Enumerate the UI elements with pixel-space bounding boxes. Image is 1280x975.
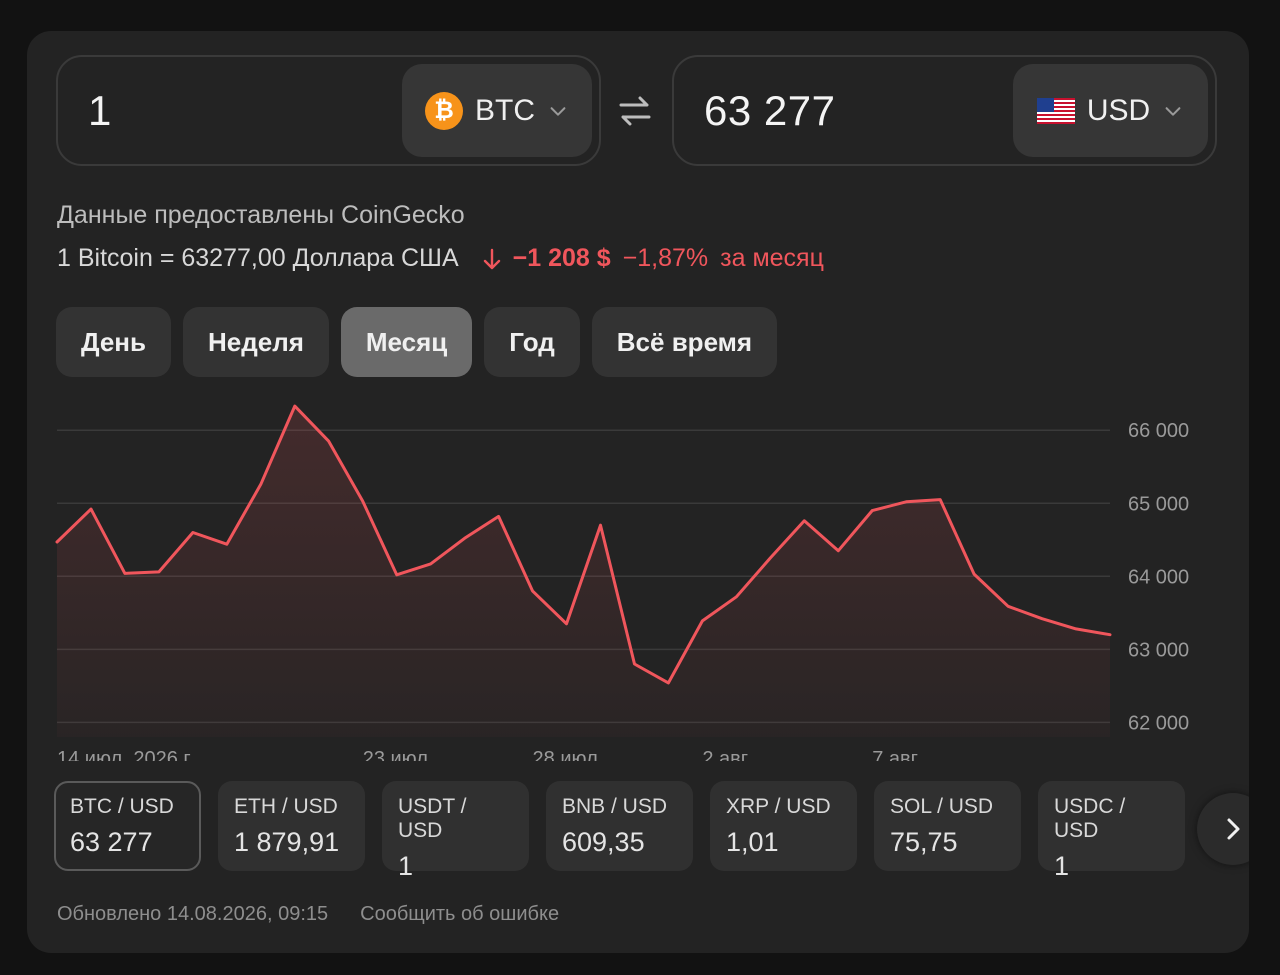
to-currency-label: USD [1086,93,1151,127]
tab-year[interactable]: Год [484,307,580,377]
currency-converter-card: 1 ₿ BTC 63 277 USD [27,31,1249,953]
rate-change-period: за месяц [720,244,824,272]
chart-area [57,406,1110,737]
y-tick-label: 64 000 [1128,566,1189,588]
x-tick-label: 7 авг. [872,748,921,761]
y-tick-label: 62 000 [1128,712,1189,734]
pair-value: 63 277 [70,827,153,857]
chevron-right-icon [1227,818,1240,840]
from-amount-input[interactable]: 1 [88,87,112,134]
pair-name: BTC / USD [70,795,174,818]
pair-name: USDC / USD [1054,795,1126,842]
footer: Обновлено 14.08.2026, 09:15 Сообщить об … [57,903,559,926]
pair-value: 1,01 [726,827,779,857]
to-currency-select[interactable]: USD [1013,64,1208,157]
updated-timestamp: Обновлено 14.08.2026, 09:15 [57,903,329,925]
report-error-link[interactable]: Сообщить об ошибке [360,903,560,925]
pair-name: BNB / USD [562,795,668,818]
pairs-next-button[interactable] [1197,793,1249,865]
pair-value: 1 879,91 [234,827,340,857]
pair-value: 609,35 [562,827,645,857]
currency-pairs-list: BTC / USD 63 277 ETH / USD 1 879,91 USDT… [54,781,1185,881]
y-tick-label: 65 000 [1128,493,1189,515]
pair-btc-usd[interactable]: BTC / USD 63 277 [54,781,201,871]
pair-name: USDT / USD [398,795,467,842]
tab-all-time[interactable]: Всё время [591,307,778,377]
bitcoin-icon: ₿ [425,91,463,130]
pair-sol-usd[interactable]: SOL / USD 75,75 [874,781,1021,871]
chevron-down-icon [550,106,566,116]
x-tick-label: 28 июл. [533,748,604,761]
swap-icon[interactable] [617,93,653,129]
chevron-down-icon [1165,106,1181,116]
chart-line [55,404,1112,685]
pair-value: 75,75 [890,827,958,857]
y-tick-label: 66 000 [1128,420,1189,442]
from-currency-select[interactable]: ₿ BTC [402,64,592,157]
rate-change-value: −1 208 $ [512,244,611,272]
us-flag-icon [1036,97,1075,124]
x-tick-label: 14 июл. 2026 г. [57,748,194,761]
tab-month[interactable]: Месяц [340,307,473,377]
x-tick-label: 23 июл. [363,748,434,761]
tab-week[interactable]: Неделя [183,307,329,377]
to-converter-field: 63 277 USD [672,55,1217,166]
pair-name: SOL / USD [890,795,994,818]
x-tick-label: 2 авг. [702,748,751,761]
pair-eth-usd[interactable]: ETH / USD 1 879,91 [218,781,365,871]
pair-value: 1 [398,851,414,881]
price-chart: 66 000 65 000 64 000 63 000 62 000 14 июл. 2… [55,404,1189,761]
data-provider-text: Данные предоставлены CoinGecko [57,201,465,229]
to-amount-input[interactable]: 63 277 [704,87,836,134]
pair-value: 1 [1054,851,1070,881]
tab-day[interactable]: День [56,307,171,377]
pair-usdt-usd[interactable]: USDT / USD 1 [382,781,529,881]
pair-name: ETH / USD [234,795,338,818]
pair-usdc-usd[interactable]: USDC / USD 1 [1038,781,1185,881]
pair-name: XRP / USD [726,795,831,818]
from-converter-field: 1 ₿ BTC [56,55,601,166]
from-currency-label: BTC [475,93,535,127]
period-tabs: День Неделя Месяц Год Всё время [56,307,778,377]
rate-change-percent: −1,87% [622,244,709,272]
rate-summary: 1 Bitcoin = 63277,00 Доллара США −1 208 … [57,244,824,273]
pair-bnb-usd[interactable]: BNB / USD 609,35 [546,781,693,871]
arrow-down-icon [483,248,500,269]
rate-text: 1 Bitcoin = 63277,00 Доллара США [57,244,459,272]
pair-xrp-usd[interactable]: XRP / USD 1,01 [710,781,857,871]
y-tick-label: 63 000 [1128,639,1189,661]
